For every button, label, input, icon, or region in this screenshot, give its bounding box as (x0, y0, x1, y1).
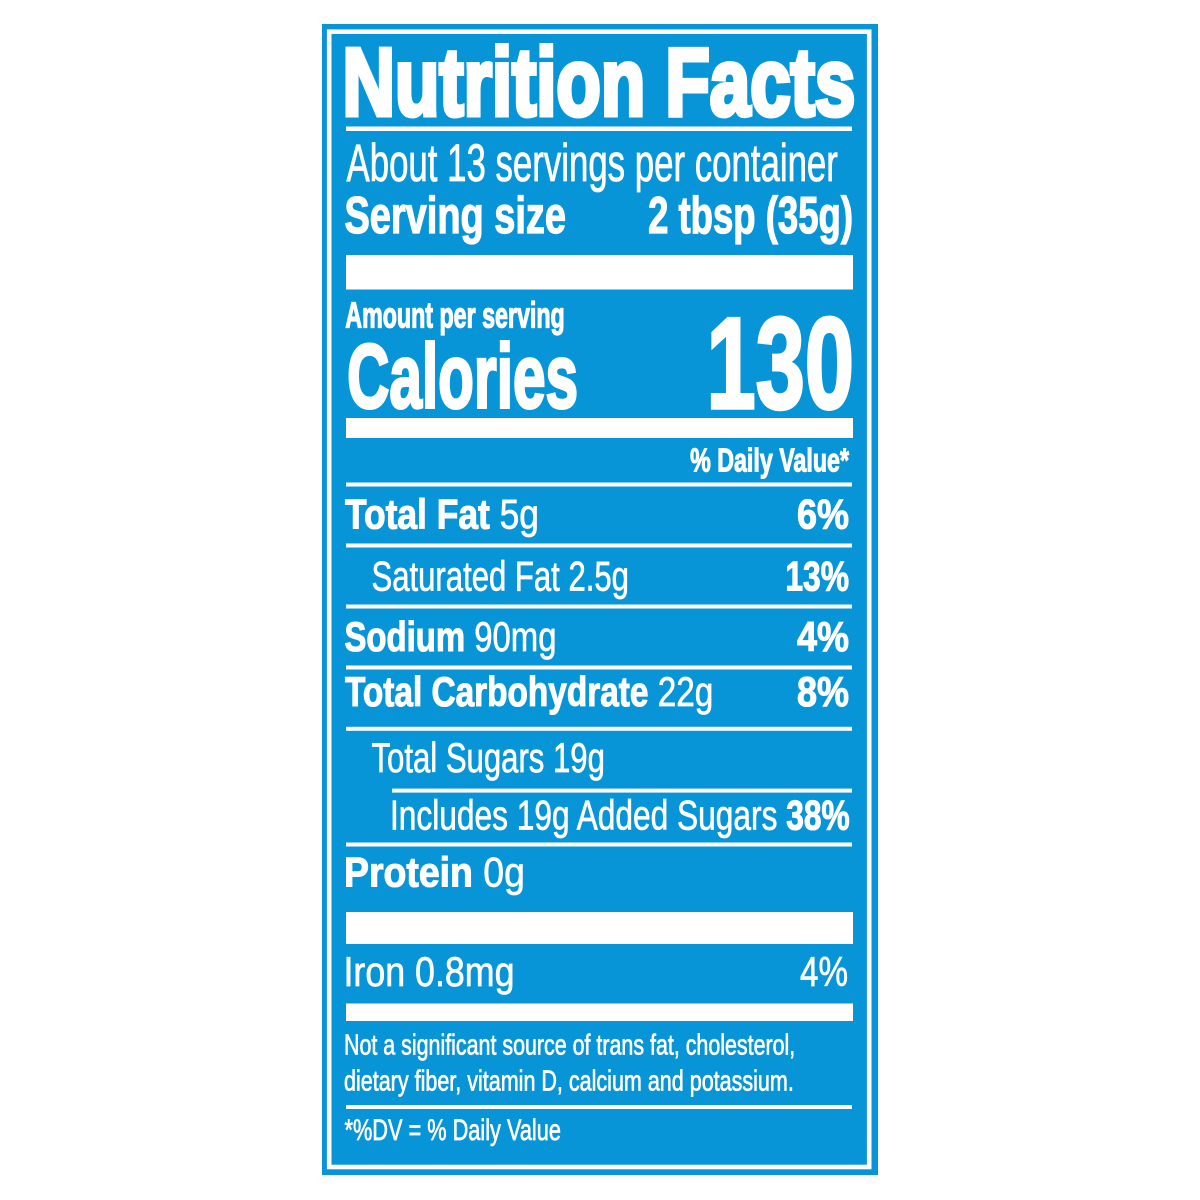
svg-text:Calories: Calories (347, 327, 578, 428)
svg-text:About 13 servings per containe: About 13 servings per container (347, 135, 838, 193)
svg-text:2 tbsp (35g): 2 tbsp (35g) (648, 186, 853, 245)
svg-text:Serving size: Serving size (345, 186, 566, 244)
svg-text:4%: 4% (797, 614, 849, 660)
svg-text:Includes 19g Added Sugars 38%: Includes 19g Added Sugars 38% (390, 791, 850, 838)
svg-text:Total Fat 5g: Total Fat 5g (345, 492, 539, 539)
svg-text:*%DV = % Daily Value: *%DV = % Daily Value (345, 1113, 561, 1147)
svg-text:Total Sugars 19g: Total Sugars 19g (372, 734, 605, 781)
svg-text:13%: 13% (785, 552, 849, 599)
svg-text:Total Carbohydrate 22g: Total Carbohydrate 22g (345, 669, 713, 716)
svg-text:Sodium 90mg: Sodium 90mg (345, 613, 557, 660)
svg-text:% Daily Value*: % Daily Value* (690, 442, 850, 479)
svg-text:Amount per serving: Amount per serving (345, 295, 564, 336)
svg-text:Saturated Fat 2.5g: Saturated Fat 2.5g (372, 553, 629, 600)
svg-text:Iron 0.8mg: Iron 0.8mg (344, 949, 515, 995)
svg-text:dietary fiber, vitamin D, calc: dietary fiber, vitamin D, calcium and po… (344, 1066, 794, 1098)
svg-text:Protein 0g: Protein 0g (344, 849, 525, 895)
svg-text:Not a significant source of tr: Not a significant source of trans fat, c… (344, 1029, 795, 1061)
svg-text:4%: 4% (800, 949, 848, 996)
svg-text:130: 130 (707, 290, 854, 436)
svg-text:6%: 6% (797, 492, 849, 538)
svg-text:8%: 8% (797, 669, 849, 715)
svg-text:Nutrition Facts: Nutrition Facts (343, 29, 856, 136)
